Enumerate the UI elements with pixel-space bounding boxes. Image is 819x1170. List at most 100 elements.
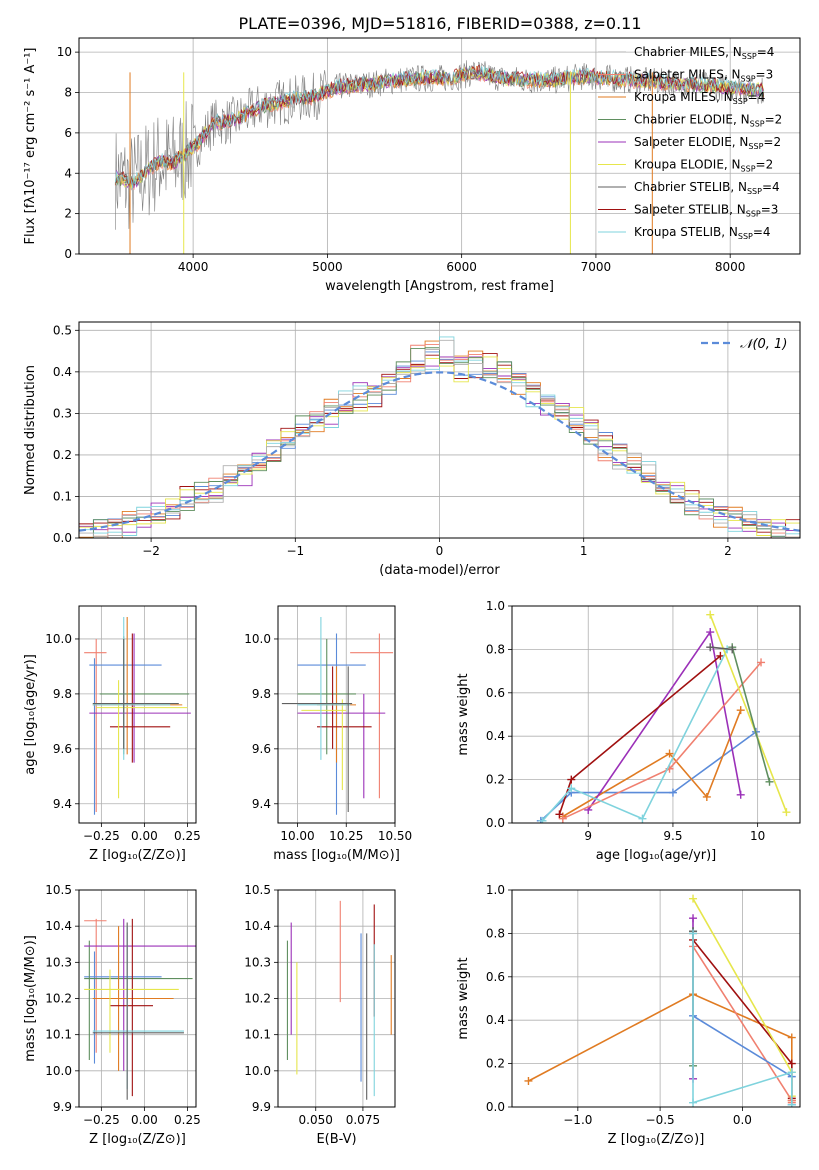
xtick-label: 0.00 bbox=[131, 1113, 158, 1127]
ytick-label: 0.8 bbox=[486, 926, 505, 940]
weight-line bbox=[731, 646, 771, 783]
weight-marker bbox=[689, 894, 698, 903]
axes-age_vs_Z: −0.25 0.00 0.25 9.4 9.6 9.8 10.0 Z [log₁₀(Z/Z⊙)… bbox=[23, 605, 201, 863]
ytick-label: 10.5 bbox=[45, 883, 72, 897]
weight-line bbox=[709, 614, 788, 813]
axes-frame bbox=[78, 889, 197, 1108]
ytick-label: 9.6 bbox=[53, 742, 72, 756]
weight-marker bbox=[782, 808, 791, 817]
ytick-label: 0.4 bbox=[53, 365, 72, 379]
axes-age_vs_mass: 10.00 10.25 10.50 9.4 9.6 9.8 10.0 mass [log₁₀(… bbox=[244, 605, 412, 863]
legend-label: Salpeter MILES, NSSP=3 bbox=[634, 68, 773, 84]
residual-legend: 𝒩(0, 1) bbox=[701, 337, 787, 352]
ytick-label: 10.2 bbox=[244, 992, 271, 1006]
xtick-label: 0 bbox=[436, 544, 444, 558]
y-axis-label: mass [log₁₀(M/M⊙)] bbox=[23, 935, 38, 1062]
x-axis-label: mass [log₁₀(M/M⊙)] bbox=[273, 848, 400, 863]
ytick-label: 9.4 bbox=[53, 797, 72, 811]
figure-title: PLATE=0396, MJD=51816, FIBERID=0388, z=0… bbox=[238, 14, 641, 33]
ytick-label: 10 bbox=[57, 45, 72, 59]
axes-weight_vs_Z: −1.0 −0.5 0.0 0.0 0.2 0.4 0.6 0.8 1.0 Z [log₁₀(Z/… bbox=[456, 883, 801, 1147]
weight-marker bbox=[689, 1098, 698, 1107]
legend-label: Kroupa MILES, NSSP=4 bbox=[634, 90, 765, 106]
legend-label: Chabrier ELODIE, NSSP=2 bbox=[634, 113, 782, 129]
ytick-label: 0 bbox=[64, 247, 72, 261]
ytick-label: 0.0 bbox=[53, 531, 72, 545]
ytick-label: 0.1 bbox=[53, 489, 72, 503]
ytick-label: 10.3 bbox=[45, 955, 72, 969]
plot-area-mass_vs_ebv bbox=[286, 900, 392, 1100]
x-axis-label: E(B-V) bbox=[316, 1132, 356, 1147]
x-axis-label: (data-model)/error bbox=[379, 563, 500, 578]
ytick-label: 1.0 bbox=[486, 883, 505, 897]
x-axis-label: wavelength [Angstrom, rest frame] bbox=[325, 279, 554, 294]
plot-area-residuals bbox=[79, 336, 800, 538]
weight-marker bbox=[787, 1033, 796, 1042]
axes-frame bbox=[78, 605, 197, 824]
weight-marker bbox=[706, 643, 715, 652]
axes-frame bbox=[511, 889, 801, 1108]
axes-frame bbox=[277, 889, 396, 1108]
axes-weight_vs_age: 9 9.5 10 0.0 0.2 0.4 0.6 0.8 1.0 age [log₁₀(age/y… bbox=[456, 599, 801, 863]
ytick-label: 9.8 bbox=[252, 687, 271, 701]
weight-marker bbox=[702, 792, 711, 801]
xtick-label: 10 bbox=[750, 829, 765, 843]
weight-marker bbox=[567, 775, 576, 784]
x-axis-label: Z [log₁₀(Z/Z⊙)] bbox=[89, 1132, 186, 1147]
xtick-label: 0.050 bbox=[299, 1113, 333, 1127]
ytick-label: 9.9 bbox=[252, 1100, 271, 1114]
ytick-label: 0.2 bbox=[486, 773, 505, 787]
weight-marker bbox=[765, 777, 774, 786]
ytick-label: 0.8 bbox=[486, 642, 505, 656]
xtick-label: 0.0 bbox=[733, 1113, 752, 1127]
weight-line bbox=[692, 933, 793, 1105]
ytick-label: 1.0 bbox=[486, 599, 505, 613]
xtick-label: 2 bbox=[724, 544, 732, 558]
weight-marker bbox=[524, 1076, 533, 1085]
histogram-series bbox=[79, 339, 800, 538]
xtick-label: −2 bbox=[142, 544, 160, 558]
ytick-label: 10.0 bbox=[45, 1064, 72, 1078]
xtick-label: 0.075 bbox=[346, 1113, 380, 1127]
ytick-label: 0.5 bbox=[53, 323, 72, 337]
ytick-label: 10.1 bbox=[45, 1028, 72, 1042]
axes-frame bbox=[511, 605, 801, 824]
plot-area-weight_vs_age bbox=[536, 610, 791, 823]
weight-marker bbox=[555, 810, 564, 819]
plot-area-age_vs_Z bbox=[84, 616, 191, 815]
xtick-label: −1 bbox=[286, 544, 304, 558]
xtick-label: 9.5 bbox=[663, 829, 682, 843]
xtick-label: 1 bbox=[580, 544, 588, 558]
axes-spectrum: 4000 5000 6000 7000 8000 0 2 4 6 8 10 wavelength [A… bbox=[23, 37, 801, 294]
xtick-label: 4000 bbox=[178, 260, 209, 274]
ytick-label: 10.0 bbox=[244, 1064, 271, 1078]
ytick-label: 10.4 bbox=[45, 919, 72, 933]
plot-area-age_vs_mass bbox=[281, 616, 394, 815]
x-axis-label: Z [log₁₀(Z/Z⊙)] bbox=[89, 848, 186, 863]
ytick-label: 10.5 bbox=[244, 883, 271, 897]
ytick-label: 0.0 bbox=[486, 816, 505, 830]
weight-marker bbox=[716, 651, 725, 660]
axes-frame bbox=[277, 605, 396, 824]
y-axis-label: mass weight bbox=[456, 957, 471, 1039]
histogram-series bbox=[79, 347, 800, 538]
weight-marker bbox=[787, 1059, 796, 1068]
legend-label: Kroupa STELIB, NSSP=4 bbox=[634, 225, 771, 241]
y-axis-label: age [log₁₀(age/yr)] bbox=[23, 654, 38, 775]
spectrum-legend: Chabrier MILES, NSSP=4 Salpeter MILES, NS… bbox=[598, 45, 782, 241]
xtick-label: −0.25 bbox=[83, 829, 120, 843]
ytick-label: 0.6 bbox=[486, 686, 505, 700]
weight-marker bbox=[689, 914, 698, 923]
legend-label: Kroupa ELODIE, NSSP=2 bbox=[634, 158, 773, 174]
xtick-label: −1.0 bbox=[563, 1113, 592, 1127]
ytick-label: 0.3 bbox=[53, 406, 72, 420]
weight-marker bbox=[638, 814, 647, 823]
plot-area-weight_vs_Z bbox=[524, 894, 796, 1107]
ytick-label: 0.0 bbox=[486, 1100, 505, 1114]
axes-frame bbox=[78, 37, 801, 255]
legend-label: 𝒩(0, 1) bbox=[740, 337, 787, 352]
xtick-label: 0.25 bbox=[174, 1113, 201, 1127]
weight-line bbox=[562, 709, 742, 818]
